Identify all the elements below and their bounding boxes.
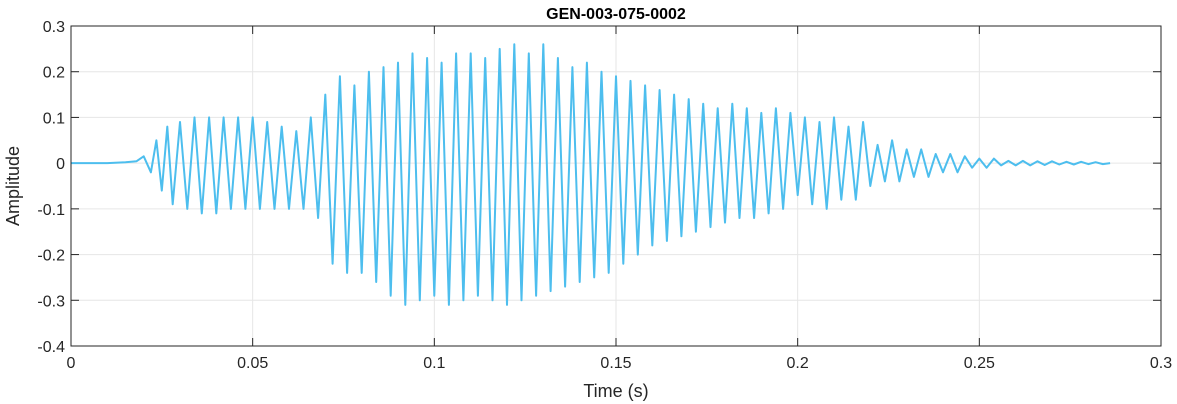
y-tick-label: -0.3 bbox=[37, 293, 65, 310]
x-axis-title: Time (s) bbox=[583, 381, 648, 401]
y-tick-label: 0.3 bbox=[43, 19, 65, 36]
x-tick-label: 0.1 bbox=[423, 355, 445, 372]
y-tick-label: -0.4 bbox=[37, 339, 65, 356]
x-tick-label: 0.25 bbox=[964, 355, 995, 372]
x-tick-label: 0.2 bbox=[787, 355, 809, 372]
amplitude-series-line bbox=[71, 43, 1111, 306]
y-tick-label: -0.1 bbox=[37, 202, 65, 219]
y-tick-labels: -0.4 -0.3 -0.2 -0.1 0 0.1 0.2 0.3 bbox=[37, 19, 65, 356]
x-tick-labels: 0 0.05 0.1 0.15 0.2 0.25 0.3 bbox=[67, 355, 1173, 372]
chart-title: GEN-003-075-0002 bbox=[546, 6, 686, 23]
y-tick-label: 0.2 bbox=[43, 65, 65, 82]
x-tick-label: 0.05 bbox=[237, 355, 268, 372]
grid bbox=[70, 25, 1162, 347]
y-tick-label: 0 bbox=[56, 156, 65, 173]
x-tick-label: 0 bbox=[67, 355, 76, 372]
y-tick-label: -0.2 bbox=[37, 248, 65, 265]
x-tick-label: 0.15 bbox=[600, 355, 631, 372]
y-axis-title: Amplitude bbox=[3, 146, 23, 226]
axes-box bbox=[70, 25, 1162, 347]
x-tick-label: 0.3 bbox=[1150, 355, 1172, 372]
y-tick-label: 0.1 bbox=[43, 110, 65, 127]
